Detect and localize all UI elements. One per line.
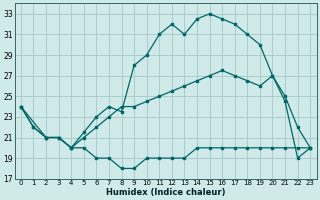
X-axis label: Humidex (Indice chaleur): Humidex (Indice chaleur) — [106, 188, 225, 197]
